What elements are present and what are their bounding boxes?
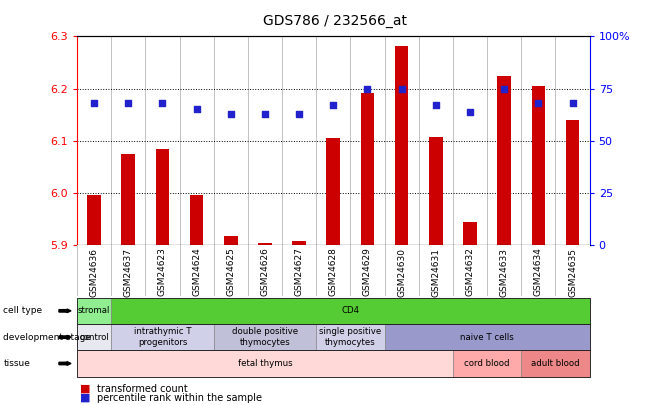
Text: transformed count: transformed count [97,384,188,394]
Text: GSM24629: GSM24629 [363,247,372,296]
Bar [429,136,443,245]
Text: GSM24627: GSM24627 [295,247,304,296]
Text: ■: ■ [80,393,91,403]
Point [431,102,442,109]
Point [362,85,373,92]
Point [533,100,544,107]
Text: CD4: CD4 [341,306,360,315]
Bar [155,149,170,245]
Bar [326,138,340,245]
Point [192,106,202,113]
Point [397,85,407,92]
Text: cord blood: cord blood [464,359,510,368]
Text: GDS786 / 232566_at: GDS786 / 232566_at [263,14,407,28]
Bar [224,236,238,245]
Text: GSM24623: GSM24623 [158,247,167,296]
Text: GSM24634: GSM24634 [534,247,543,296]
Text: cell type: cell type [3,306,42,315]
Bar [121,154,135,245]
Point [465,108,476,115]
Text: stromal: stromal [78,306,111,315]
Text: GSM24635: GSM24635 [568,247,577,296]
Point [157,100,168,107]
Text: percentile rank within the sample: percentile rank within the sample [97,393,262,403]
Bar [360,93,375,245]
Text: control: control [79,333,109,342]
Bar [565,120,580,245]
Text: ■: ■ [80,384,91,394]
Text: GSM24632: GSM24632 [466,247,474,296]
Point [225,111,236,117]
Text: GSM24631: GSM24631 [431,247,440,296]
Bar [395,46,409,245]
Text: fetal thymus: fetal thymus [238,359,292,368]
Text: GSM24630: GSM24630 [397,247,406,296]
Point [498,85,510,92]
Text: GSM24626: GSM24626 [261,247,269,296]
Point [88,100,99,107]
Text: double positive
thymocytes: double positive thymocytes [232,328,298,347]
Point [260,111,271,117]
Text: GSM24633: GSM24633 [500,247,509,296]
Bar [87,196,101,245]
Text: single positive
thymocytes: single positive thymocytes [320,328,381,347]
Text: development stage: development stage [3,333,91,342]
Bar [258,243,272,245]
Bar [292,241,306,245]
Text: intrathymic T
progenitors: intrathymic T progenitors [134,328,191,347]
Text: GSM24628: GSM24628 [329,247,338,296]
Text: GSM24636: GSM24636 [90,247,98,296]
Text: adult blood: adult blood [531,359,580,368]
Text: GSM24624: GSM24624 [192,247,201,296]
Text: GSM24625: GSM24625 [226,247,235,296]
Bar [463,222,477,245]
Text: naive T cells: naive T cells [460,333,514,342]
Point [293,111,304,117]
Bar [497,76,511,245]
Point [123,100,134,107]
Text: GSM24637: GSM24637 [124,247,133,296]
Point [328,102,338,109]
Point [567,100,578,107]
Bar [190,196,204,245]
Bar [531,86,545,245]
Text: tissue: tissue [3,359,30,368]
